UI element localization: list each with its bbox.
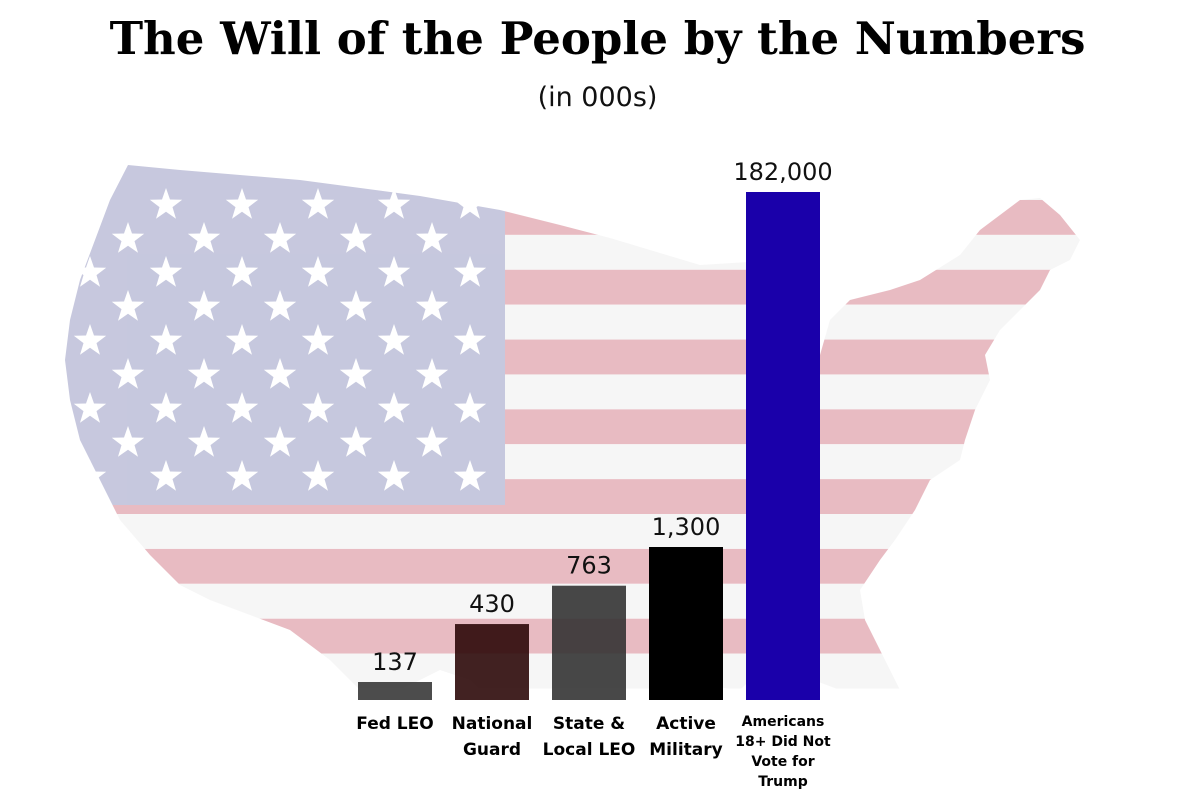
category-label: National Guard (452, 714, 533, 760)
flag-star (73, 392, 107, 423)
bar-national-guard (455, 624, 529, 700)
flag-star (301, 460, 335, 491)
flag-star (225, 392, 259, 423)
flag-star (111, 290, 145, 321)
category-label-line: Americans (742, 714, 825, 730)
flag-star (301, 256, 335, 287)
flag-star (301, 324, 335, 355)
bar-americans-18-did-not-vote-for-trump (746, 192, 820, 700)
flag-star (111, 426, 145, 457)
bar-active-military (649, 547, 723, 700)
bar-state-local-leo (552, 585, 626, 700)
flag-star (73, 188, 107, 219)
flag-star (149, 188, 183, 219)
value-labels-layer: 137 430 763 1,300 182,000 (372, 158, 833, 676)
flag-star (263, 358, 297, 389)
category-label: Active Military (649, 714, 722, 760)
category-label-line: 18+ Did Not (735, 734, 831, 750)
flag-star (377, 256, 411, 287)
category-label-line: Active (656, 714, 716, 734)
category-label-line: Vote for (751, 754, 814, 770)
flag-star (453, 324, 487, 355)
flag-star (111, 222, 145, 253)
flag-star (263, 426, 297, 457)
value-label: 182,000 (733, 158, 832, 186)
flag-star (73, 256, 107, 287)
chart-subtitle: (in 000s) (537, 82, 658, 113)
category-label: State & Local LEO (543, 714, 636, 760)
flag-star (339, 290, 373, 321)
flag-star (377, 324, 411, 355)
flag-star (149, 460, 183, 491)
flag-star (225, 460, 259, 491)
value-label: 430 (469, 590, 515, 618)
category-label-line: State & (553, 714, 625, 734)
category-label: Americans 18+ Did Not Vote for Trump (735, 714, 831, 790)
flag-star (415, 426, 449, 457)
flag-star (453, 392, 487, 423)
flag-star (453, 460, 487, 491)
value-label: 1,300 (652, 513, 721, 541)
flag-star (73, 324, 107, 355)
flag-star (377, 392, 411, 423)
flag-star (187, 426, 221, 457)
category-label-line: Guard (463, 740, 521, 760)
value-label: 137 (372, 648, 418, 676)
flag-star (263, 290, 297, 321)
flag-star (301, 392, 335, 423)
flag-star (339, 426, 373, 457)
flag-star (225, 188, 259, 219)
bar-fed-leo (358, 682, 432, 700)
category-label-line: Trump (758, 774, 808, 790)
flag-star (415, 290, 449, 321)
flag-star (377, 188, 411, 219)
flag-star (187, 358, 221, 389)
flag-star (187, 290, 221, 321)
flag-star (149, 324, 183, 355)
category-label-line: National (452, 714, 533, 734)
category-label-line: Military (649, 740, 722, 760)
flag-star (415, 222, 449, 253)
flag-star (301, 188, 335, 219)
flag-star (225, 324, 259, 355)
flag-star (339, 222, 373, 253)
flag-star (149, 392, 183, 423)
flag-star (263, 222, 297, 253)
category-label-line: Local LEO (543, 740, 636, 760)
flag-stripe (65, 514, 1080, 549)
category-label: Fed LEO (356, 714, 433, 734)
flag-star (111, 358, 145, 389)
flag-star (453, 256, 487, 287)
category-labels-layer: Fed LEO National Guard State & Local LEO Acti… (356, 714, 831, 790)
flag-star (415, 358, 449, 389)
bars-layer (358, 192, 820, 700)
flag-star (377, 460, 411, 491)
value-label: 763 (566, 552, 612, 580)
flag-star (187, 222, 221, 253)
flag-star (225, 256, 259, 287)
category-label-line: Fed LEO (356, 714, 433, 734)
flag-star (149, 256, 183, 287)
chart-title: The Will of the People by the Numbers (109, 12, 1086, 65)
flag-star (339, 358, 373, 389)
